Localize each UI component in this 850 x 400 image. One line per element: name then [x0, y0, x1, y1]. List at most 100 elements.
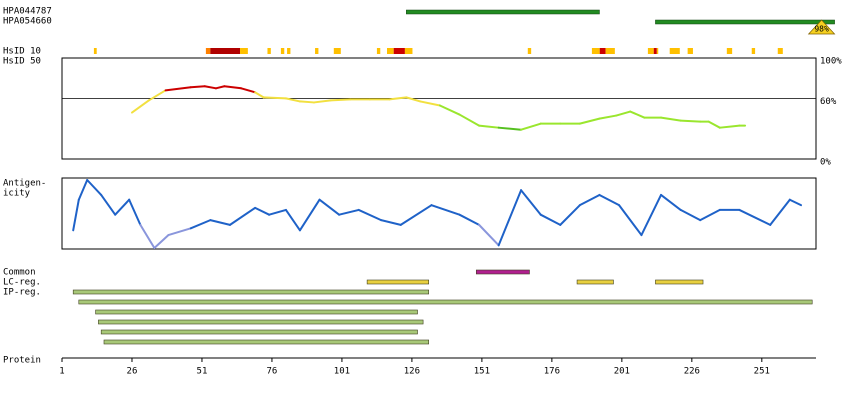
hsid-segment — [315, 48, 319, 54]
profile-segment — [214, 85, 226, 90]
profile-segment — [86, 179, 103, 196]
hsid-segment — [777, 48, 783, 54]
region-bar — [100, 329, 418, 335]
profile-segment — [478, 223, 500, 247]
x-tick-label: 26 — [127, 367, 138, 377]
identity-marker — [807, 19, 836, 35]
hsid-segment — [656, 48, 659, 54]
region-bar — [98, 319, 424, 325]
profile-segment — [147, 89, 167, 102]
profile-segment — [707, 120, 721, 129]
profile-segment — [318, 198, 341, 216]
region-bar — [103, 339, 430, 345]
profile-segment — [240, 87, 257, 94]
hsid-segment — [205, 48, 211, 54]
profile-segment — [679, 208, 702, 222]
profile-segment — [312, 99, 332, 104]
hsid-segment — [267, 48, 271, 54]
profile-segment — [100, 193, 117, 216]
region-bar — [655, 279, 704, 285]
profile-segment — [167, 227, 192, 237]
profile-segment — [458, 213, 481, 226]
profile-segment — [268, 208, 287, 216]
hsid-segment — [599, 48, 606, 54]
similarity-frame — [61, 57, 817, 160]
profile-segment — [114, 198, 131, 216]
hsid-segment — [376, 48, 381, 54]
x-tick-label: 201 — [614, 367, 630, 377]
profile-segment — [615, 110, 632, 117]
profile-segment — [539, 213, 562, 226]
profile-segment — [164, 86, 192, 92]
profile-segment — [388, 96, 408, 101]
hsid-label: HsID 10 — [3, 47, 41, 57]
hsid-segment — [240, 48, 248, 54]
hsid-segment — [647, 48, 654, 54]
antigenicity-label: Antigen- — [3, 179, 46, 189]
profile-segment — [788, 198, 803, 207]
region-label: Common — [3, 268, 36, 278]
hsid-segment — [751, 48, 756, 54]
identity-label: 98% — [814, 25, 829, 34]
profile-segment — [357, 208, 383, 222]
profile-segment — [559, 204, 581, 226]
profile-segment — [629, 110, 646, 119]
x-tick-label: 76 — [267, 367, 278, 377]
profile-segment — [497, 126, 523, 131]
profile-segment — [578, 193, 601, 207]
axis-label: Protein — [3, 356, 41, 366]
profile-segment — [718, 124, 741, 129]
region-label: LC-reg. — [3, 278, 41, 288]
y-tick-label: 60% — [820, 97, 837, 107]
x-tick-label: 151 — [474, 367, 490, 377]
region-label: IP-reg. — [3, 288, 41, 298]
profile-segment — [438, 104, 461, 116]
hsid-segment — [653, 48, 657, 54]
hsid-segment — [93, 48, 97, 54]
hsid-segment — [333, 48, 341, 54]
antigenicity-label: icity — [3, 189, 31, 199]
profile-segment — [578, 117, 601, 125]
profile-segment — [640, 193, 663, 237]
x-tick-label: 101 — [334, 367, 350, 377]
profile-segment — [497, 189, 523, 247]
antibody-bar — [406, 9, 600, 15]
region-bar — [475, 269, 530, 275]
profile-segment — [203, 85, 217, 90]
region-bar — [78, 299, 813, 305]
profile-segment — [284, 97, 301, 103]
hsid-segment — [404, 48, 413, 54]
profile-segment — [329, 98, 352, 102]
profile-segment — [262, 96, 287, 100]
hsid-segment — [386, 48, 394, 54]
hsid-segment — [527, 48, 532, 54]
profile-segment — [209, 219, 231, 226]
y-tick-label: 0% — [820, 158, 831, 168]
antibody-name: HPA054660 — [3, 17, 52, 27]
profile-segment — [189, 219, 212, 230]
profile-segment — [458, 113, 481, 127]
region-bar — [72, 289, 430, 295]
x-tick-label: 126 — [404, 367, 420, 377]
profile-segment — [153, 234, 170, 249]
profile-segment — [298, 100, 315, 104]
profile-segment — [338, 208, 360, 216]
profile-segment — [228, 206, 257, 226]
profile-segment — [72, 198, 80, 232]
x-tick-label: 251 — [754, 367, 770, 377]
profile-segment — [618, 204, 643, 237]
profile-segment — [419, 100, 441, 107]
region-bar — [576, 279, 614, 285]
profile-segment — [520, 122, 542, 131]
profile-segment — [769, 198, 791, 226]
hsid-segment — [210, 48, 241, 54]
profile-segment — [679, 119, 702, 123]
profile-segment — [399, 204, 433, 226]
profile-segment — [520, 189, 542, 216]
region-bar — [95, 309, 418, 315]
profile-segment — [380, 219, 402, 226]
profile-segment — [660, 116, 682, 122]
x-tick-label: 1 — [59, 367, 64, 377]
hsid-segment — [726, 48, 733, 54]
